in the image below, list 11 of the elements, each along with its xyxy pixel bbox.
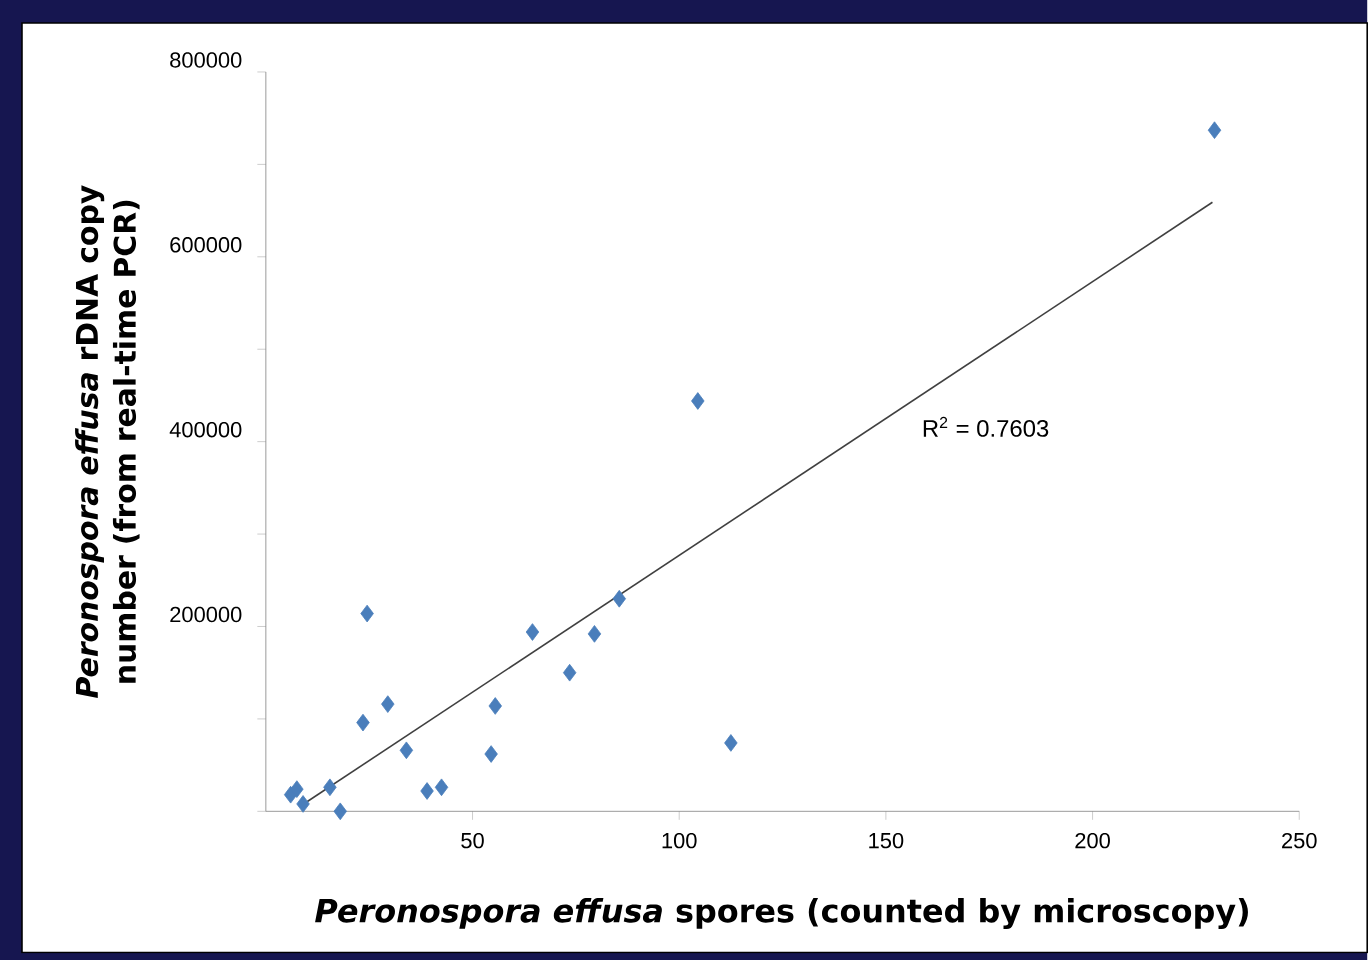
x-tick-label: 50: [461, 832, 484, 849]
y-tick-label: 200000: [170, 606, 242, 623]
y-tick-label: 600000: [170, 236, 242, 253]
x-axis-title: Peronospora effusa spores (counted by microscopy): [315, 897, 1248, 929]
y-tick-label: 400000: [169, 421, 242, 438]
x-tick-label: 200: [1075, 832, 1110, 849]
x-tick-label: 250: [1282, 832, 1317, 849]
annotation: R$^{2}$ = 0.7603: [923, 416, 1049, 437]
y-tick-label: 800000: [170, 52, 242, 68]
x-tick-label: 100: [662, 832, 697, 849]
x-tick-label: 150: [869, 832, 904, 849]
